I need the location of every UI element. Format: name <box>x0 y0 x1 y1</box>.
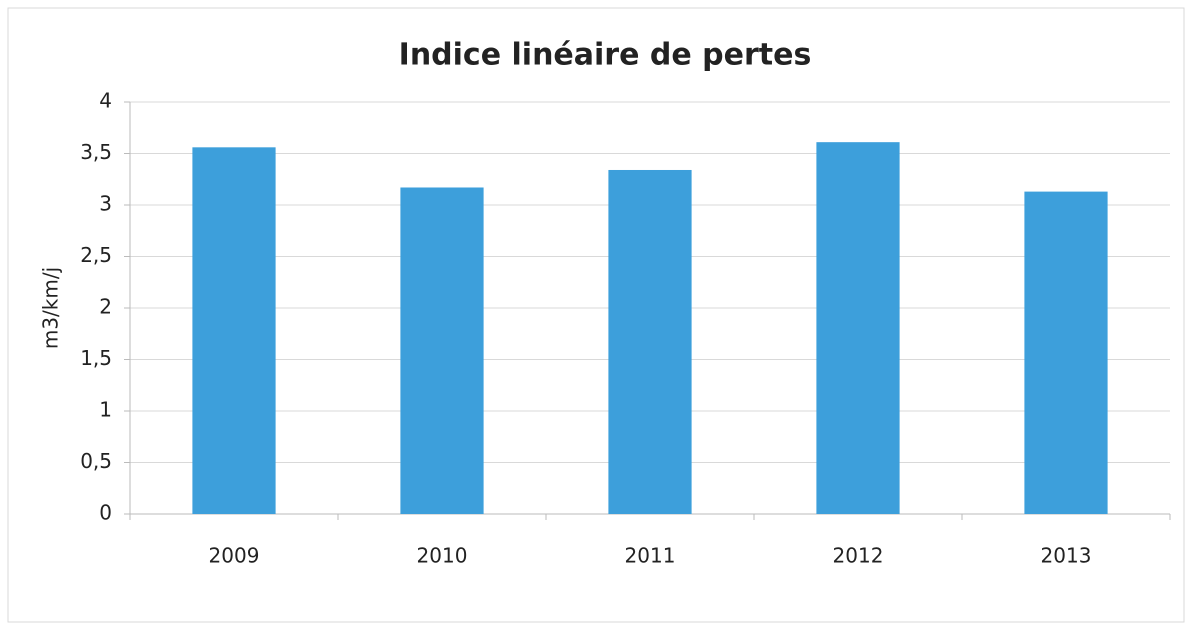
y-tick-label: 3,5 <box>80 140 112 164</box>
bar <box>816 142 900 515</box>
bar <box>400 187 484 515</box>
x-tick-label: 2011 <box>625 544 676 568</box>
bar <box>608 169 692 515</box>
x-tick-label: 2012 <box>833 544 884 568</box>
y-tick-label: 4 <box>99 89 112 113</box>
y-tick-label: 3 <box>99 192 112 216</box>
y-tick-label: 0 <box>99 501 112 525</box>
bar <box>1024 191 1108 515</box>
y-tick-label: 2 <box>99 295 112 319</box>
y-tick-label: 1,5 <box>80 346 112 370</box>
y-tick-label: 1 <box>99 398 112 422</box>
chart-frame <box>7 7 1185 623</box>
x-tick-label: 2013 <box>1041 544 1092 568</box>
bar <box>192 147 276 514</box>
x-tick-label: 2010 <box>417 544 468 568</box>
chart-title: Indice linéaire de pertes <box>399 38 812 73</box>
y-tick-label: 2,5 <box>80 243 112 267</box>
x-tick-label: 2009 <box>209 544 260 568</box>
y-axis-label: m3/km/j <box>39 267 63 349</box>
y-tick-label: 0,5 <box>80 449 112 473</box>
